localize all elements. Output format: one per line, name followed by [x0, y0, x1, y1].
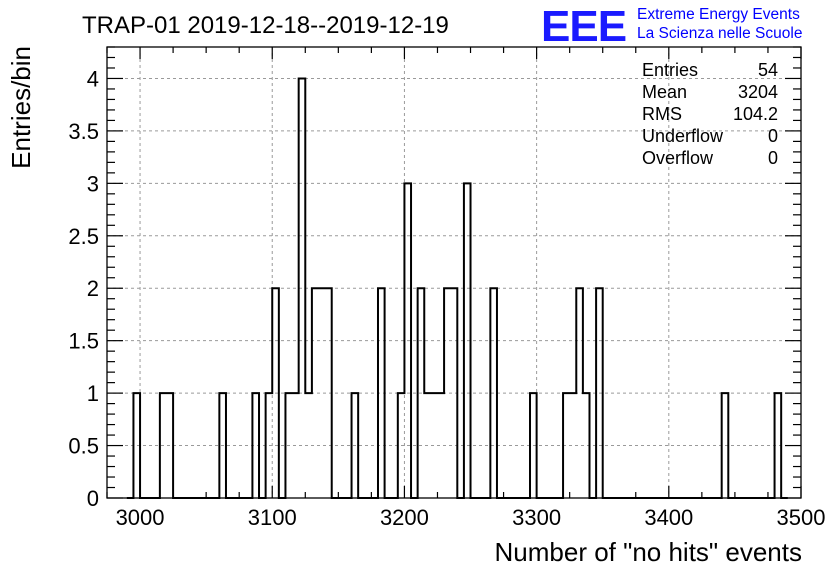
x-tick-label: 3300 [512, 505, 561, 530]
x-axis-label: Number of "no hits" events [495, 537, 803, 567]
stats-value: 0 [768, 148, 778, 168]
x-tick-labels: 3000 3100 3200 3300 3400 3500 [116, 505, 826, 530]
axis-ticks [106, 46, 802, 499]
y-tick-label: 3.5 [68, 119, 99, 144]
stats-box: Entries 54 Mean 3204 RMS 104.2 Underflow 0 Overf… [642, 60, 778, 168]
y-tick-label: 2.5 [68, 224, 99, 249]
x-tick-label: 3100 [248, 505, 297, 530]
y-axis-label: Entries/bin [6, 46, 36, 169]
x-tick-label: 3500 [777, 505, 826, 530]
x-tick-label: 3200 [380, 505, 429, 530]
histogram-outline [126, 77, 788, 499]
y-tick-label: 3 [87, 171, 99, 196]
stats-label: Entries [642, 60, 698, 80]
y-tick-label: 4 [87, 66, 99, 91]
stats-label: Overflow [642, 148, 714, 168]
eee-logo-mark: EEE [541, 2, 626, 51]
chart-title: TRAP-01 2019-12-18--2019-12-19 [82, 12, 449, 39]
stats-label: Mean [642, 82, 687, 102]
eee-logo-line1: Extreme Energy Events [637, 6, 800, 23]
stats-value: 0 [768, 126, 778, 146]
y-tick-label: 1 [87, 381, 99, 406]
y-tick-label: 0.5 [68, 434, 99, 459]
stats-value: 3204 [738, 82, 778, 102]
y-tick-labels: 0 0.5 1 1.5 2 2.5 3 3.5 4 [68, 66, 99, 511]
eee-logo-line2: La Scienza nelle Scuole [637, 25, 802, 42]
stats-label: Underflow [642, 126, 724, 146]
x-tick-label: 3400 [644, 505, 693, 530]
y-tick-label: 1.5 [68, 329, 99, 354]
stats-label: RMS [642, 104, 682, 124]
stats-value: 104.2 [733, 104, 778, 124]
y-tick-label: 0 [87, 486, 99, 511]
y-tick-label: 2 [87, 276, 99, 301]
stats-value: 54 [758, 60, 778, 80]
plot-frame [106, 46, 802, 499]
eee-logo: EEE Extreme Energy Events La Scienza nel… [541, 2, 802, 51]
x-tick-label: 3000 [116, 505, 165, 530]
